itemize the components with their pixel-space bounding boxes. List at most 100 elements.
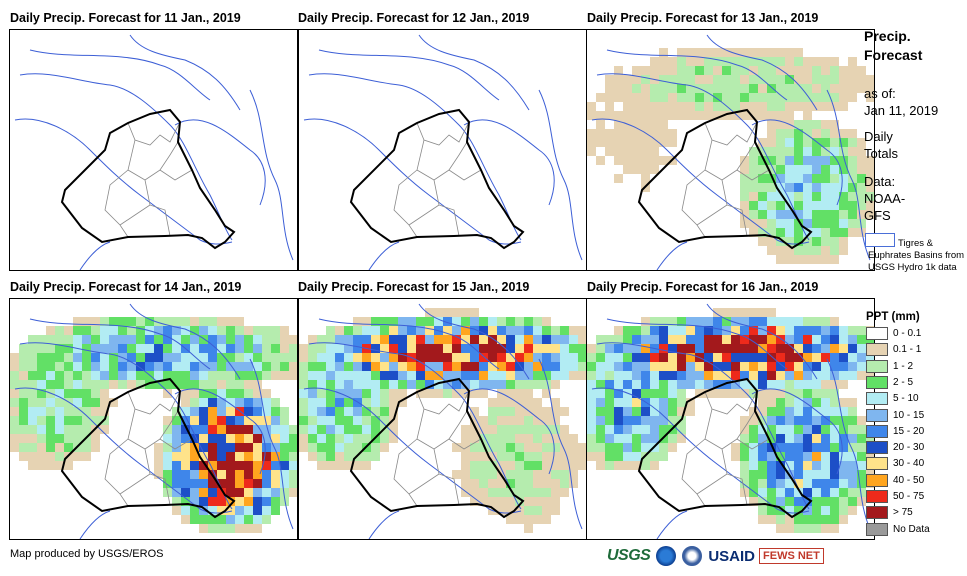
- precip-cell: [262, 362, 271, 371]
- precip-cell: [551, 425, 560, 434]
- precip-cell: [271, 452, 280, 461]
- precip-cell: [587, 425, 596, 434]
- precip-cell: [677, 389, 686, 398]
- precip-cell: [857, 479, 866, 488]
- precip-cell: [812, 416, 821, 425]
- precip-cell: [740, 371, 749, 380]
- precip-cell: [767, 48, 776, 57]
- precip-cell: [758, 353, 767, 362]
- precip-cell: [803, 479, 812, 488]
- precip-cell: [659, 335, 668, 344]
- precip-cell: [271, 371, 280, 380]
- precip-cell: [488, 461, 497, 470]
- precip-cell: [749, 174, 758, 183]
- precip-cell: [713, 48, 722, 57]
- precip-cell: [839, 362, 848, 371]
- precip-cell: [704, 353, 713, 362]
- precip-cell: [244, 515, 253, 524]
- ppt-legend-title: PPT (mm): [866, 311, 920, 323]
- precip-cell: [794, 416, 803, 425]
- precip-cell: [181, 416, 190, 425]
- precip-cell: [560, 353, 569, 362]
- precip-cell: [524, 380, 533, 389]
- precip-cell: [506, 353, 515, 362]
- precip-cell: [542, 488, 551, 497]
- precip-cell: [794, 344, 803, 353]
- precip-cell: [605, 84, 614, 93]
- precip-cell: [821, 210, 830, 219]
- precip-cell: [91, 362, 100, 371]
- precip-cell: [199, 488, 208, 497]
- precip-cell: [235, 461, 244, 470]
- precip-cell: [91, 380, 100, 389]
- precip-cell: [812, 425, 821, 434]
- precip-cell: [443, 317, 452, 326]
- precip-cell: [199, 470, 208, 479]
- precip-cell: [335, 461, 344, 470]
- precip-cell: [848, 156, 857, 165]
- precip-cell: [163, 380, 172, 389]
- precip-cell: [208, 362, 217, 371]
- precip-cell: [803, 102, 812, 111]
- precip-cell: [488, 371, 497, 380]
- precip-cell: [785, 524, 794, 533]
- precip-cell: [73, 362, 82, 371]
- precip-cell: [253, 470, 262, 479]
- precip-cell: [596, 111, 605, 120]
- precip-cell: [524, 470, 533, 479]
- precip-cell: [605, 111, 614, 120]
- precip-cell: [785, 398, 794, 407]
- precip-cell: [335, 416, 344, 425]
- precip-cell: [785, 335, 794, 344]
- precip-cell: [199, 461, 208, 470]
- precip-cell: [794, 398, 803, 407]
- precip-cell: [740, 201, 749, 210]
- precip-cell: [650, 398, 659, 407]
- precip-cell: [308, 353, 317, 362]
- precip-cell: [244, 470, 253, 479]
- precip-cell: [794, 201, 803, 210]
- precip-cell: [776, 515, 785, 524]
- precip-cell: [632, 389, 641, 398]
- precip-cell: [46, 335, 55, 344]
- precip-cell: [839, 228, 848, 237]
- precip-cell: [109, 371, 118, 380]
- legend-item: 50 - 75: [866, 489, 924, 504]
- precip-cell: [91, 389, 100, 398]
- province-boundary: [416, 390, 470, 415]
- precip-cell: [181, 425, 190, 434]
- province-boundary: [144, 179, 171, 237]
- basin-river-line: [596, 342, 810, 510]
- precip-cell: [362, 317, 371, 326]
- precip-cell: [839, 479, 848, 488]
- precip-cell: [812, 138, 821, 147]
- precip-cell: [253, 335, 262, 344]
- province-boundary: [416, 408, 482, 450]
- precip-cell: [695, 335, 704, 344]
- precip-cell: [578, 353, 586, 362]
- precip-cell: [253, 443, 262, 452]
- precip-cell: [542, 515, 551, 524]
- precip-cell: [704, 371, 713, 380]
- precip-cell: [659, 48, 668, 57]
- precip-cell: [830, 57, 839, 66]
- precip-cell: [632, 75, 641, 84]
- precip-cell: [731, 326, 740, 335]
- precip-cell: [614, 147, 623, 156]
- precip-cell: [533, 416, 542, 425]
- precip-cell: [830, 210, 839, 219]
- precip-cell: [515, 407, 524, 416]
- precip-cell: [740, 174, 749, 183]
- precip-cell: [821, 255, 830, 264]
- precip-cell: [767, 201, 776, 210]
- precip-cell: [244, 362, 253, 371]
- precip-cell: [794, 515, 803, 524]
- precip-cell: [308, 425, 317, 434]
- precip-cell: [767, 407, 776, 416]
- basin-river-line: [463, 119, 555, 206]
- precip-cell: [208, 443, 217, 452]
- precip-cell: [839, 183, 848, 192]
- precip-cell: [533, 434, 542, 443]
- precip-cell: [749, 84, 758, 93]
- precip-cell: [326, 416, 335, 425]
